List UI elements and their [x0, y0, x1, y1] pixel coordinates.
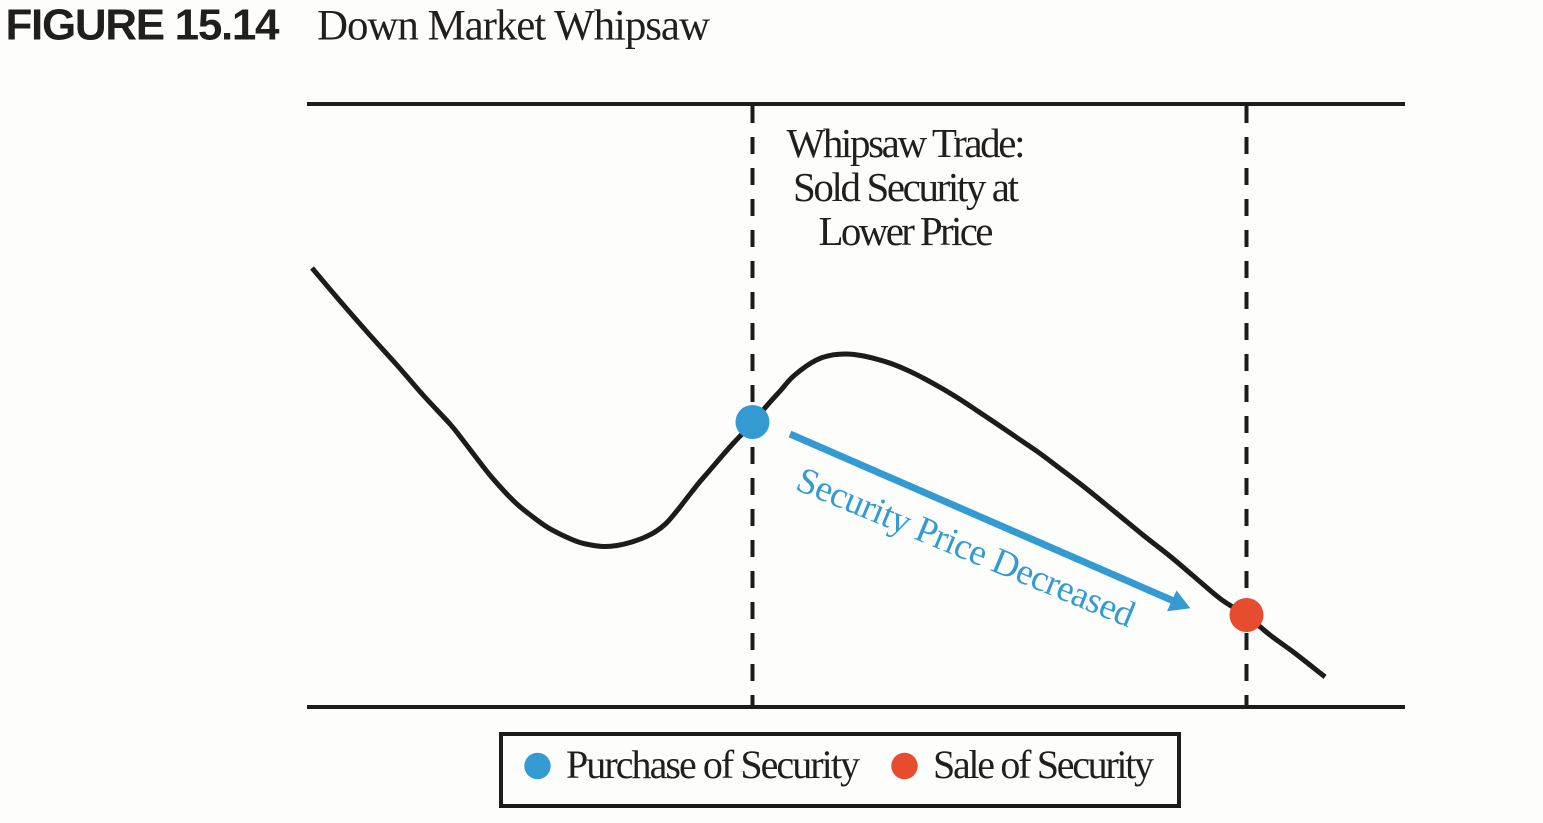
svg-text:Sold Security at: Sold Security at: [793, 164, 1020, 210]
svg-text:Sale of Security: Sale of Security: [933, 742, 1154, 787]
svg-text:Security Price Decreased: Security Price Decreased: [791, 459, 1142, 636]
svg-text:Lower Price: Lower Price: [819, 208, 994, 254]
svg-text:FIGURE 15.14: FIGURE 15.14: [6, 1, 281, 50]
svg-text:Purchase of Security: Purchase of Security: [566, 742, 860, 787]
svg-text:Whipsaw Trade:: Whipsaw Trade:: [787, 120, 1026, 166]
svg-text:Down Market Whipsaw: Down Market Whipsaw: [317, 3, 710, 50]
